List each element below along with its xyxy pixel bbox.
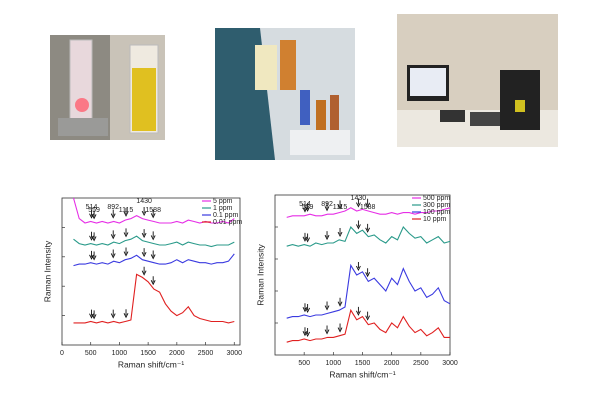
peak-arrow bbox=[123, 309, 129, 319]
peak-arrow bbox=[305, 327, 311, 337]
legend-label: 0.01 ppm bbox=[213, 219, 242, 226]
peak-label: 514 bbox=[86, 204, 98, 211]
x-tick-label: 500 bbox=[85, 350, 97, 357]
peak-arrow bbox=[123, 228, 129, 238]
peak-arrow bbox=[141, 207, 147, 217]
peak-label: 1430 bbox=[351, 195, 367, 202]
peak-arrow bbox=[110, 230, 116, 240]
peak-arrow bbox=[365, 198, 371, 208]
peak-arrow bbox=[123, 247, 129, 257]
peak-arrow bbox=[365, 223, 371, 233]
series-line bbox=[286, 225, 451, 247]
photo-instrument bbox=[397, 14, 558, 147]
peak-arrow bbox=[150, 231, 156, 241]
x-tick-label: 1500 bbox=[140, 350, 156, 357]
peak-label: 514 bbox=[299, 201, 311, 208]
peak-label: 892 bbox=[321, 201, 333, 208]
plot-frame bbox=[61, 197, 241, 346]
peak-label: 1588 bbox=[145, 207, 161, 214]
peak-arrow bbox=[91, 310, 97, 320]
peak-arrow bbox=[337, 297, 343, 307]
peak-arrow bbox=[324, 231, 330, 241]
peak-arrow bbox=[150, 276, 156, 286]
x-tick-label: 0 bbox=[60, 350, 64, 357]
x-tick-label: 2500 bbox=[413, 360, 429, 367]
peak-arrow bbox=[365, 268, 371, 278]
x-tick-label: 500 bbox=[298, 360, 310, 367]
peak-arrow bbox=[305, 202, 311, 212]
series-line bbox=[286, 263, 451, 319]
x-tick-label: 1000 bbox=[112, 350, 128, 357]
peak-label: 1430 bbox=[136, 198, 152, 205]
peak-arrow bbox=[324, 325, 330, 335]
series-line bbox=[73, 253, 235, 267]
peak-arrow bbox=[141, 229, 147, 239]
peak-arrow bbox=[305, 303, 311, 313]
peak-arrow bbox=[365, 311, 371, 321]
peak-arrow bbox=[91, 251, 97, 261]
peak-arrow bbox=[305, 233, 311, 243]
photo-cuvettes bbox=[50, 35, 165, 140]
photo-lab bbox=[215, 28, 355, 160]
series-line bbox=[73, 235, 235, 248]
peak-arrow bbox=[324, 301, 330, 311]
legend-label: 300 ppm bbox=[423, 202, 450, 209]
x-tick-label: 2500 bbox=[198, 350, 214, 357]
series-line bbox=[73, 273, 235, 324]
peak-arrow bbox=[356, 262, 361, 272]
peak-arrow bbox=[141, 248, 147, 258]
peak-arrow bbox=[356, 306, 361, 316]
y-axis-label: Raman Intensity bbox=[42, 240, 52, 302]
peak-arrow bbox=[91, 232, 97, 242]
legend-label: 0.1 ppm bbox=[213, 212, 238, 219]
series-line bbox=[286, 207, 451, 218]
peak-arrow bbox=[110, 309, 116, 319]
peak-arrow bbox=[337, 228, 343, 238]
peak-arrow bbox=[123, 207, 129, 217]
peak-arrow bbox=[110, 249, 116, 259]
legend-label: 500 ppm bbox=[423, 195, 450, 202]
legend-label: 10 ppm bbox=[423, 216, 447, 223]
x-tick-label: 3000 bbox=[226, 350, 242, 357]
peak-label: 1115 bbox=[333, 204, 348, 211]
peak-label: 1588 bbox=[360, 204, 376, 211]
x-tick-label: 1000 bbox=[326, 360, 342, 367]
legend-label: 100 ppm bbox=[423, 209, 450, 216]
peak-arrow bbox=[91, 210, 97, 220]
x-tick-label: 2000 bbox=[384, 360, 400, 367]
peak-arrow bbox=[141, 266, 147, 276]
peak-label: 1115 bbox=[119, 207, 134, 214]
peak-label: 892 bbox=[107, 204, 119, 211]
peak-arrow bbox=[337, 323, 343, 333]
legend-label: 1 ppm bbox=[213, 205, 233, 212]
x-axis-label: Raman shift/cm⁻¹ bbox=[329, 369, 396, 379]
peak-arrow bbox=[324, 202, 330, 212]
peak-arrow bbox=[337, 200, 343, 210]
peak-label: 559 bbox=[88, 207, 100, 214]
x-tick-label: 3000 bbox=[442, 360, 458, 367]
legend-label: 5 ppm bbox=[213, 198, 233, 205]
series-line bbox=[286, 308, 450, 343]
peak-arrow bbox=[150, 250, 156, 260]
peak-arrow bbox=[356, 198, 361, 208]
x-axis-label: Raman shift/cm⁻¹ bbox=[118, 359, 185, 369]
x-tick-label: 2000 bbox=[169, 350, 185, 357]
peak-arrow bbox=[356, 220, 361, 230]
peak-arrow bbox=[110, 209, 116, 219]
x-tick-label: 1500 bbox=[355, 360, 371, 367]
peak-arrow bbox=[150, 209, 156, 219]
peak-label: 559 bbox=[302, 204, 314, 211]
y-axis-label: Raman Intensity bbox=[255, 244, 265, 306]
